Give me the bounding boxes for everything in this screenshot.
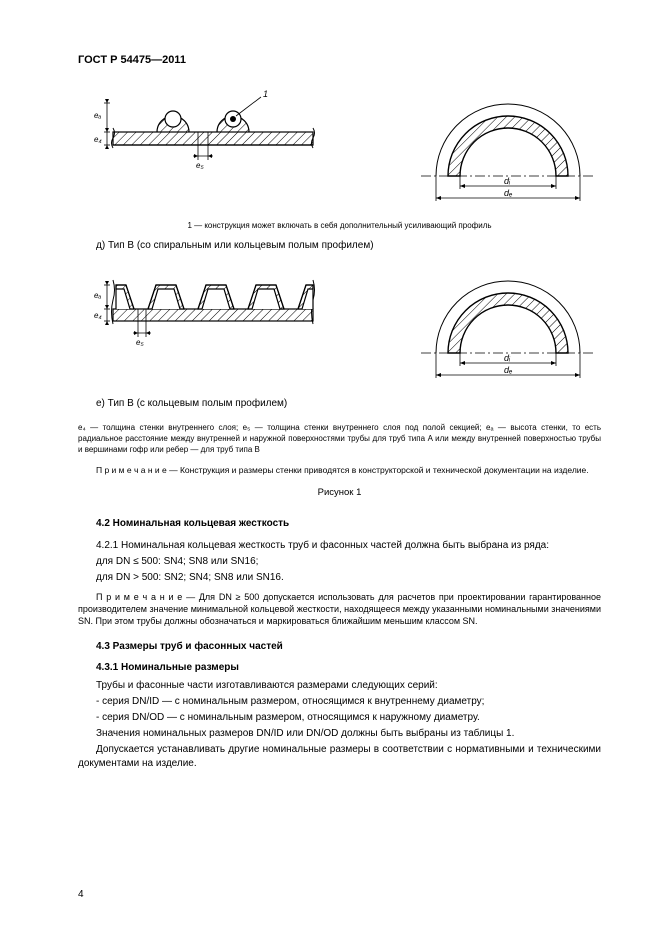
construction-note: П р и м е ч а н и е — Конструкция и разм… <box>78 465 601 476</box>
section-4-2-p3: для DN > 500: SN2; SN4; SN8 или SN16. <box>78 571 601 585</box>
figure-d-note: 1 — конструкция может включать в себя до… <box>78 221 601 230</box>
section-4-2-p1: 4.2.1 Номинальная кольцевая жесткость тр… <box>78 539 601 553</box>
svg-text:1: 1 <box>263 89 268 99</box>
figure-d: 1 e₄ eₐ e₅ <box>78 88 601 213</box>
section-4-3-p4: Значения номинальных размеров DN/ID или … <box>78 727 601 741</box>
section-4-2-p2: для DN ≤ 500: SN4; SN8 или SN16; <box>78 555 601 569</box>
section-4-2-note: П р и м е ч а н и е — Для DN ≥ 500 допус… <box>78 591 601 627</box>
svg-text:e₄: e₄ <box>94 135 102 144</box>
figure-d-cross-section: dᵢ dₑ <box>416 88 601 208</box>
figure-e: e₄ eₐ e₅ <box>78 265 601 390</box>
svg-text:e₅: e₅ <box>196 161 204 170</box>
svg-text:dₑ: dₑ <box>504 365 513 375</box>
section-4-3-heading: 4.3 Размеры труб и фасонных частей <box>96 641 601 652</box>
svg-text:e₅: e₅ <box>136 338 144 347</box>
svg-text:dᵢ: dᵢ <box>504 353 511 363</box>
svg-text:e₄: e₄ <box>94 311 102 320</box>
figure-e-caption: е) Тип B (с кольцевым полым профилем) <box>96 398 601 409</box>
svg-text:dₑ: dₑ <box>504 188 513 198</box>
section-4-3-1-heading: 4.3.1 Номинальные размеры <box>96 662 601 673</box>
svg-text:dᵢ: dᵢ <box>504 176 511 186</box>
section-4-3-p3: - серия DN/OD — с номинальным размером, … <box>78 711 601 725</box>
document-header: ГОСТ Р 54475—2011 <box>78 54 601 66</box>
figure-e-profile: e₄ eₐ e₅ <box>78 265 333 350</box>
figure-e-cross-section: dᵢ dₑ <box>416 265 601 385</box>
figure-d-caption: д) Тип B (со спиральным или кольцевым по… <box>96 240 601 251</box>
section-4-3-p2: - серия DN/ID — с номинальным размером, … <box>78 695 601 709</box>
section-4-3-p1: Трубы и фасонные части изготавливаются р… <box>78 679 601 693</box>
figure-legend: e₄ — толщина стенки внутреннего слоя; e₅… <box>78 423 601 455</box>
figure-1-caption: Рисунок 1 <box>78 487 601 498</box>
figure-d-profile: 1 e₄ eₐ e₅ <box>78 88 333 173</box>
section-4-2-heading: 4.2 Номинальная кольцевая жесткость <box>96 518 601 529</box>
svg-text:eₐ: eₐ <box>94 111 101 120</box>
page-number: 4 <box>78 889 84 900</box>
section-4-3-p5: Допускается устанавливать другие номинал… <box>78 743 601 771</box>
svg-text:eₐ: eₐ <box>94 291 101 300</box>
